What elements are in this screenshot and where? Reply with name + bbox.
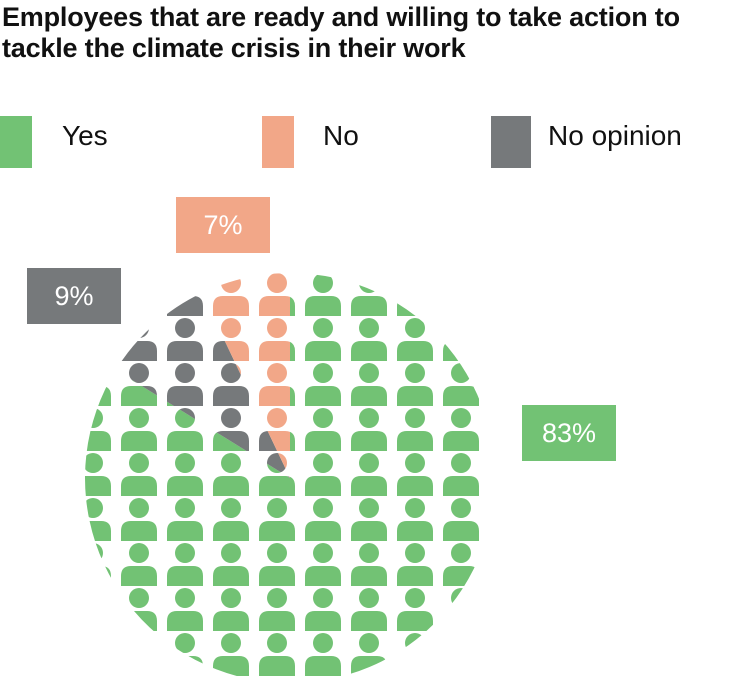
data-label-no: 7%: [176, 197, 270, 253]
data-label-yes: 83%: [522, 405, 616, 461]
pie-slice-no-opinion: [115, 292, 290, 478]
data-label-no-opinion: 9%: [27, 268, 121, 324]
legend-swatch-yes: [0, 116, 32, 168]
chart-title: Employees that are ready and willing to …: [2, 2, 680, 63]
legend-swatch-no: [262, 116, 294, 168]
legend-label-yes: Yes: [62, 120, 108, 151]
legend-swatch-no-opinion: [491, 116, 531, 168]
legend-label-no: No: [323, 120, 359, 151]
legend-label-no-opinion: No opinion: [548, 120, 682, 151]
